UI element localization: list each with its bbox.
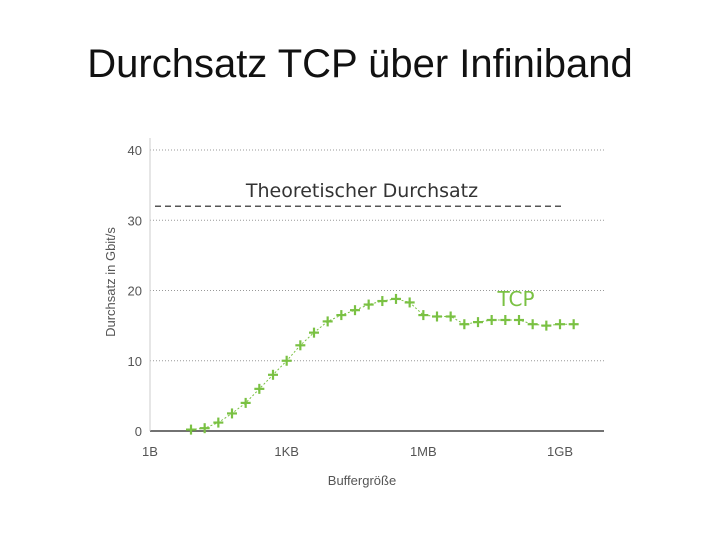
tcp-data-point-24 bbox=[514, 315, 524, 326]
tcp-data-point-8 bbox=[295, 340, 306, 351]
tcp-data-point-0 bbox=[186, 424, 196, 435]
tcp-data-point-23 bbox=[500, 315, 511, 326]
x-tick-labels: 1B 1KB 1MB 1GB bbox=[142, 444, 573, 459]
y-axis-label: Durchsatz in Gbit/s bbox=[103, 227, 118, 337]
tcp-data-point-20 bbox=[459, 319, 470, 330]
tcp-data-point-6 bbox=[268, 369, 278, 380]
axes bbox=[149, 138, 604, 432]
tcp-data-point-17 bbox=[418, 310, 429, 321]
tcp-data-point-26 bbox=[541, 320, 552, 331]
x-tick-label-1MB: 1MB bbox=[410, 444, 437, 459]
tcp-data-point-5 bbox=[254, 383, 265, 394]
tcp-data-point-25 bbox=[527, 319, 538, 330]
tcp-data-point-21 bbox=[473, 317, 483, 328]
x-tick-label-1B: 1B bbox=[142, 444, 158, 459]
tcp-data-point-18 bbox=[432, 311, 442, 322]
grid-lines bbox=[150, 149, 604, 362]
tcp-data-point-10 bbox=[322, 316, 333, 327]
tcp-data-point-16 bbox=[404, 297, 415, 308]
tcp-data-point-22 bbox=[486, 315, 497, 326]
y-tick-label-40: 40 bbox=[128, 143, 142, 158]
tcp-data-point-15 bbox=[391, 293, 401, 304]
tcp-data-point-7 bbox=[281, 355, 292, 366]
tcp-data-point-27 bbox=[555, 319, 565, 330]
y-tick-label-0: 0 bbox=[135, 424, 142, 439]
tcp-data-point-3 bbox=[227, 408, 237, 419]
tcp-data-point-4 bbox=[240, 397, 251, 408]
tcp-data-point-11 bbox=[336, 310, 347, 321]
theoretical-throughput-label: Theoretischer Durchsatz bbox=[245, 180, 478, 202]
tcp-data-point-2 bbox=[213, 417, 224, 428]
x-tick-label-1KB: 1KB bbox=[274, 444, 299, 459]
y-tick-labels: 0 10 20 30 40 bbox=[128, 143, 142, 439]
tcp-data-point-12 bbox=[350, 305, 360, 316]
tcp-data-point-13 bbox=[363, 299, 374, 310]
tcp-series-label: TCP bbox=[496, 287, 534, 311]
y-tick-label-30: 30 bbox=[128, 213, 142, 228]
slide-title: Durchsatz TCP über Infiniband bbox=[87, 42, 633, 86]
tcp-data-point-28 bbox=[568, 319, 579, 330]
x-axis-label: Buffergröße bbox=[328, 473, 396, 488]
tcp-series-line bbox=[190, 298, 574, 431]
tcp-data-point-19 bbox=[445, 311, 456, 322]
theoretical-throughput: Theoretischer Durchsatz bbox=[155, 180, 562, 207]
tcp-data-point-14 bbox=[377, 296, 388, 307]
y-tick-label-20: 20 bbox=[128, 284, 142, 299]
y-tick-label-10: 10 bbox=[128, 354, 142, 369]
tcp-data-point-9 bbox=[309, 327, 319, 338]
tcp-series bbox=[186, 293, 579, 435]
tcp-data-point-1 bbox=[199, 423, 210, 434]
x-tick-label-1GB: 1GB bbox=[547, 444, 573, 459]
